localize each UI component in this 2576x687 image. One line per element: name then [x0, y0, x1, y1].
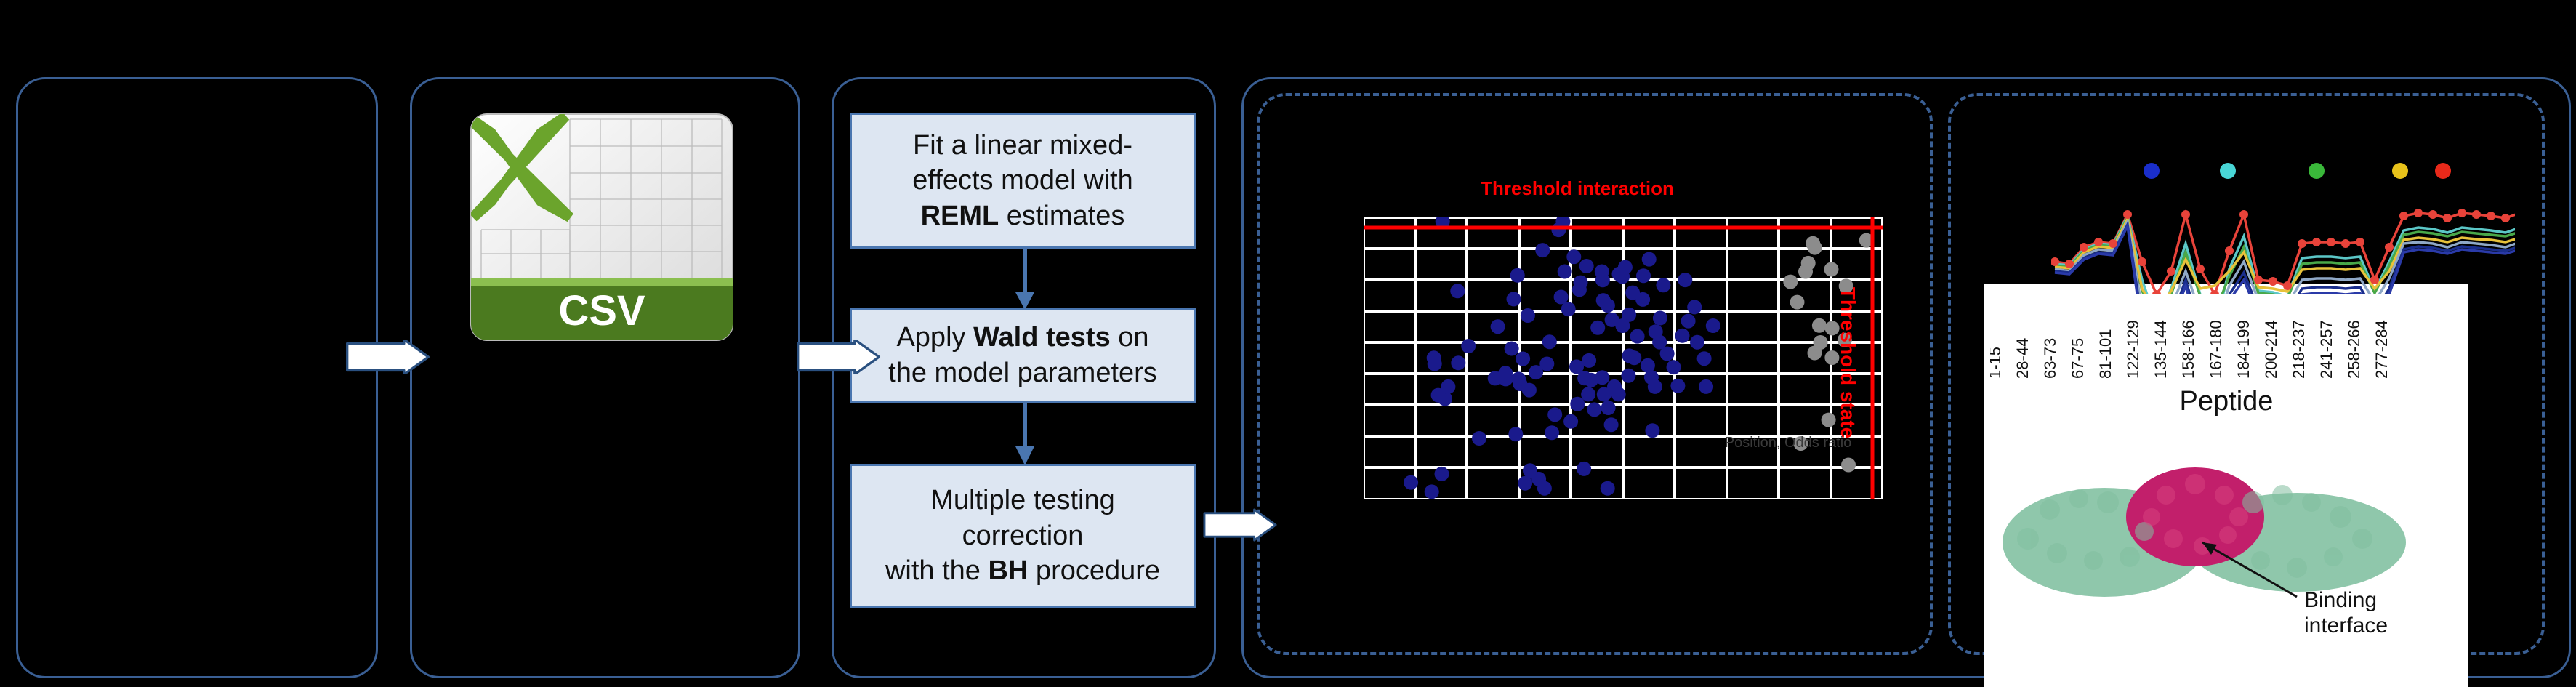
svg-text:241-257: 241-257: [2317, 320, 2335, 379]
svg-text:1-15: 1-15: [1990, 347, 2004, 379]
svg-text:67-75: 67-75: [2069, 338, 2087, 379]
svg-text:122-129: 122-129: [2124, 320, 2142, 379]
svg-text:158-166: 158-166: [2179, 320, 2197, 379]
svg-text:200-214: 200-214: [2262, 320, 2280, 379]
svg-text:28-44: 28-44: [2013, 338, 2032, 379]
svg-text:63-73: 63-73: [2041, 338, 2059, 379]
svg-text:258-266: 258-266: [2345, 320, 2363, 379]
svg-text:167-180: 167-180: [2207, 320, 2225, 379]
svg-text:218-237: 218-237: [2290, 320, 2308, 379]
svg-text:CSV: CSV: [558, 287, 645, 334]
svg-text:277-284: 277-284: [2372, 320, 2391, 379]
svg-text:81-101: 81-101: [2096, 329, 2114, 379]
svg-text:184-199: 184-199: [2234, 320, 2253, 379]
svg-text:135-144: 135-144: [2152, 320, 2170, 379]
